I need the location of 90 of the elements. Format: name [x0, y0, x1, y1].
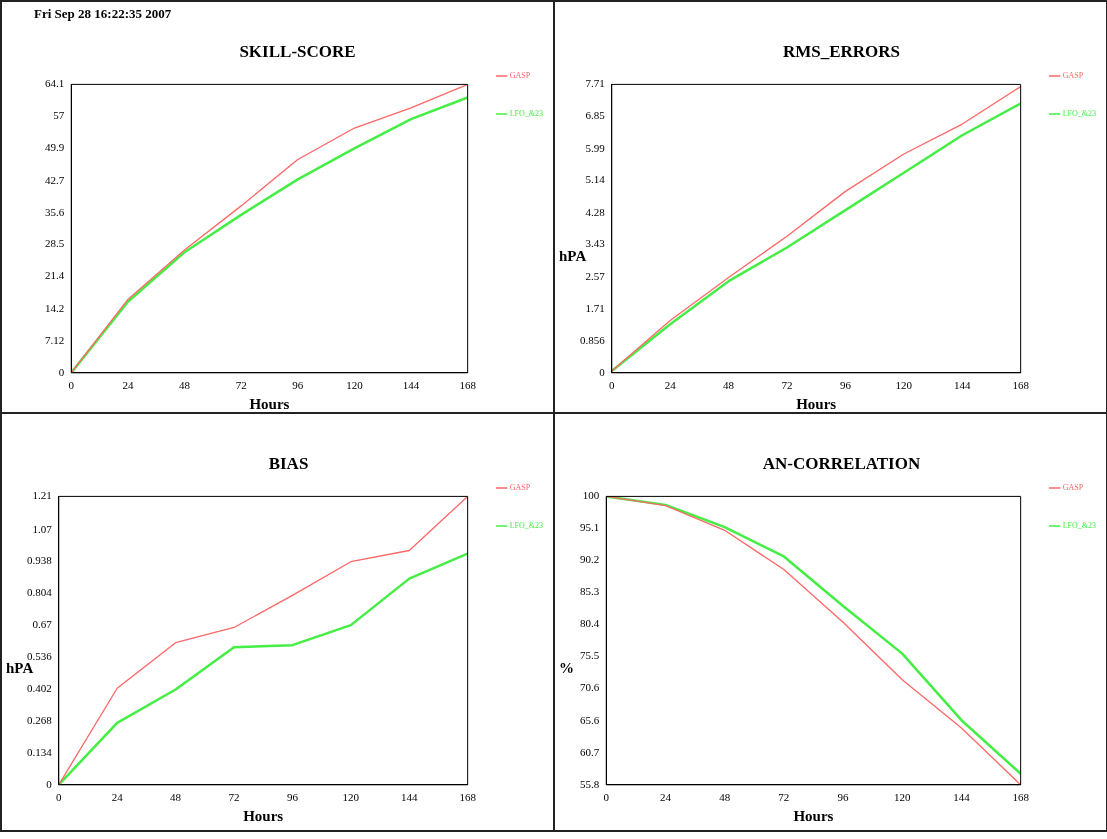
x-tick-label: 72	[781, 379, 793, 392]
x-tick-label: 144	[953, 791, 971, 804]
x-tick-label: 96	[839, 379, 852, 392]
chart-title: BIAS	[268, 453, 309, 473]
y-tick-label: 0	[58, 365, 65, 378]
x-tick-label: 120	[894, 791, 912, 804]
x-tick-label: 72	[235, 379, 247, 392]
x-tick-label: 168	[459, 791, 477, 804]
x-tick-label: 168	[1012, 791, 1030, 804]
y-tick-label: 1.71	[585, 301, 605, 314]
y-tick-label: 90.2	[580, 553, 600, 566]
y-tick-label: 7.71	[585, 77, 605, 90]
x-tick-label: 48	[179, 379, 191, 392]
x-axis-title: Hours	[249, 395, 290, 412]
chart-title: AN-CORRELATION	[762, 453, 921, 473]
y-tick-label: 14.2	[45, 301, 65, 314]
x-tick-label: 48	[719, 791, 731, 804]
x-tick-label: 96	[837, 791, 850, 804]
x-tick-label: 120	[895, 379, 913, 392]
x-tick-label: 144	[401, 791, 418, 804]
x-tick-label: 0	[68, 379, 75, 392]
y-tick-label: 70.6	[580, 681, 600, 694]
y-tick-label: 42.7	[45, 173, 65, 186]
y-tick-label: 7.12	[45, 333, 65, 346]
x-tick-label: 24	[122, 379, 134, 392]
x-tick-label: 168	[459, 379, 477, 392]
y-tick-label: 80.4	[580, 617, 600, 630]
y-tick-label: 2.57	[585, 269, 606, 282]
x-tick-label: 120	[342, 791, 360, 804]
x-axis-title: Hours	[793, 807, 834, 824]
y-tick-label: 0.856	[580, 333, 606, 346]
legend-label: LFO_&23	[1062, 521, 1097, 531]
y-tick-label: 28.5	[45, 237, 65, 250]
x-tick-label: 24	[659, 791, 672, 804]
y-tick-label: 60.7	[580, 745, 600, 758]
y-tick-label: 1.21	[32, 489, 52, 502]
legend-label: LFO_&23	[1062, 109, 1097, 119]
x-tick-label: 48	[723, 379, 735, 392]
y-tick-label: 100	[582, 489, 600, 502]
y-tick-label: 4.28	[585, 205, 606, 218]
y-tick-label: 0.402	[27, 681, 52, 694]
legend-label: GASP	[509, 483, 531, 493]
y-tick-label: 35.6	[45, 205, 65, 218]
y-axis-title: hPA	[559, 248, 587, 265]
y-axis-title: %	[559, 660, 574, 677]
y-tick-label: 0.268	[27, 713, 53, 726]
x-tick-label: 168	[1012, 379, 1030, 392]
x-tick-label: 48	[170, 791, 182, 804]
x-tick-label: 144	[954, 379, 971, 392]
y-tick-label: 0	[46, 777, 53, 790]
y-tick-label: 0.134	[27, 745, 53, 758]
y-tick-label: 95.1	[580, 521, 600, 534]
x-axis-title: Hours	[796, 395, 837, 412]
text: Fri Sep 28 16:22:35 2007	[34, 6, 172, 22]
y-tick-label: 5.99	[585, 141, 606, 154]
y-tick-label: 5.14	[585, 173, 606, 186]
y-tick-label: 85.3	[580, 585, 600, 598]
x-tick-label: 24	[111, 791, 124, 804]
y-tick-label: 0	[599, 365, 606, 378]
x-tick-label: 144	[402, 379, 420, 392]
y-tick-label: 6.85	[585, 109, 606, 122]
y-tick-label: 0.536	[27, 649, 53, 662]
chart-title: RMS_ERRORS	[782, 41, 901, 61]
legend-label: LFO_&23	[509, 109, 544, 119]
y-tick-label: 65.6	[580, 713, 600, 726]
y-tick-label: 64.1	[45, 77, 65, 90]
y-tick-label: 55.8	[580, 777, 600, 790]
y-tick-label: 75.5	[580, 649, 600, 662]
legend-label: GASP	[1062, 71, 1084, 81]
y-tick-label: 21.4	[45, 269, 65, 282]
x-tick-label: 120	[346, 379, 364, 392]
y-tick-label: 0.804	[27, 586, 53, 599]
y-tick-label: 0.938	[27, 554, 53, 567]
x-tick-label: 72	[228, 791, 240, 804]
y-tick-label: 3.43	[585, 237, 606, 250]
y-tick-label: 1.07	[32, 522, 53, 535]
x-tick-label: 96	[292, 379, 304, 392]
legend-label: GASP	[509, 71, 531, 81]
x-tick-label: 0	[609, 379, 615, 392]
x-axis-title: Hours	[243, 807, 284, 824]
legend-label: LFO_&23	[509, 521, 544, 531]
x-tick-label: 72	[778, 791, 790, 804]
legend-label: GASP	[1062, 483, 1084, 493]
chart-title: SKILL-SCORE	[239, 41, 356, 61]
y-tick-label: 57	[53, 109, 65, 122]
x-tick-label: 24	[664, 379, 677, 392]
y-axis-title: hPA	[6, 660, 34, 677]
x-tick-label: 96	[286, 791, 299, 804]
y-tick-label: 0.67	[32, 618, 53, 630]
y-tick-label: 49.9	[45, 141, 65, 154]
